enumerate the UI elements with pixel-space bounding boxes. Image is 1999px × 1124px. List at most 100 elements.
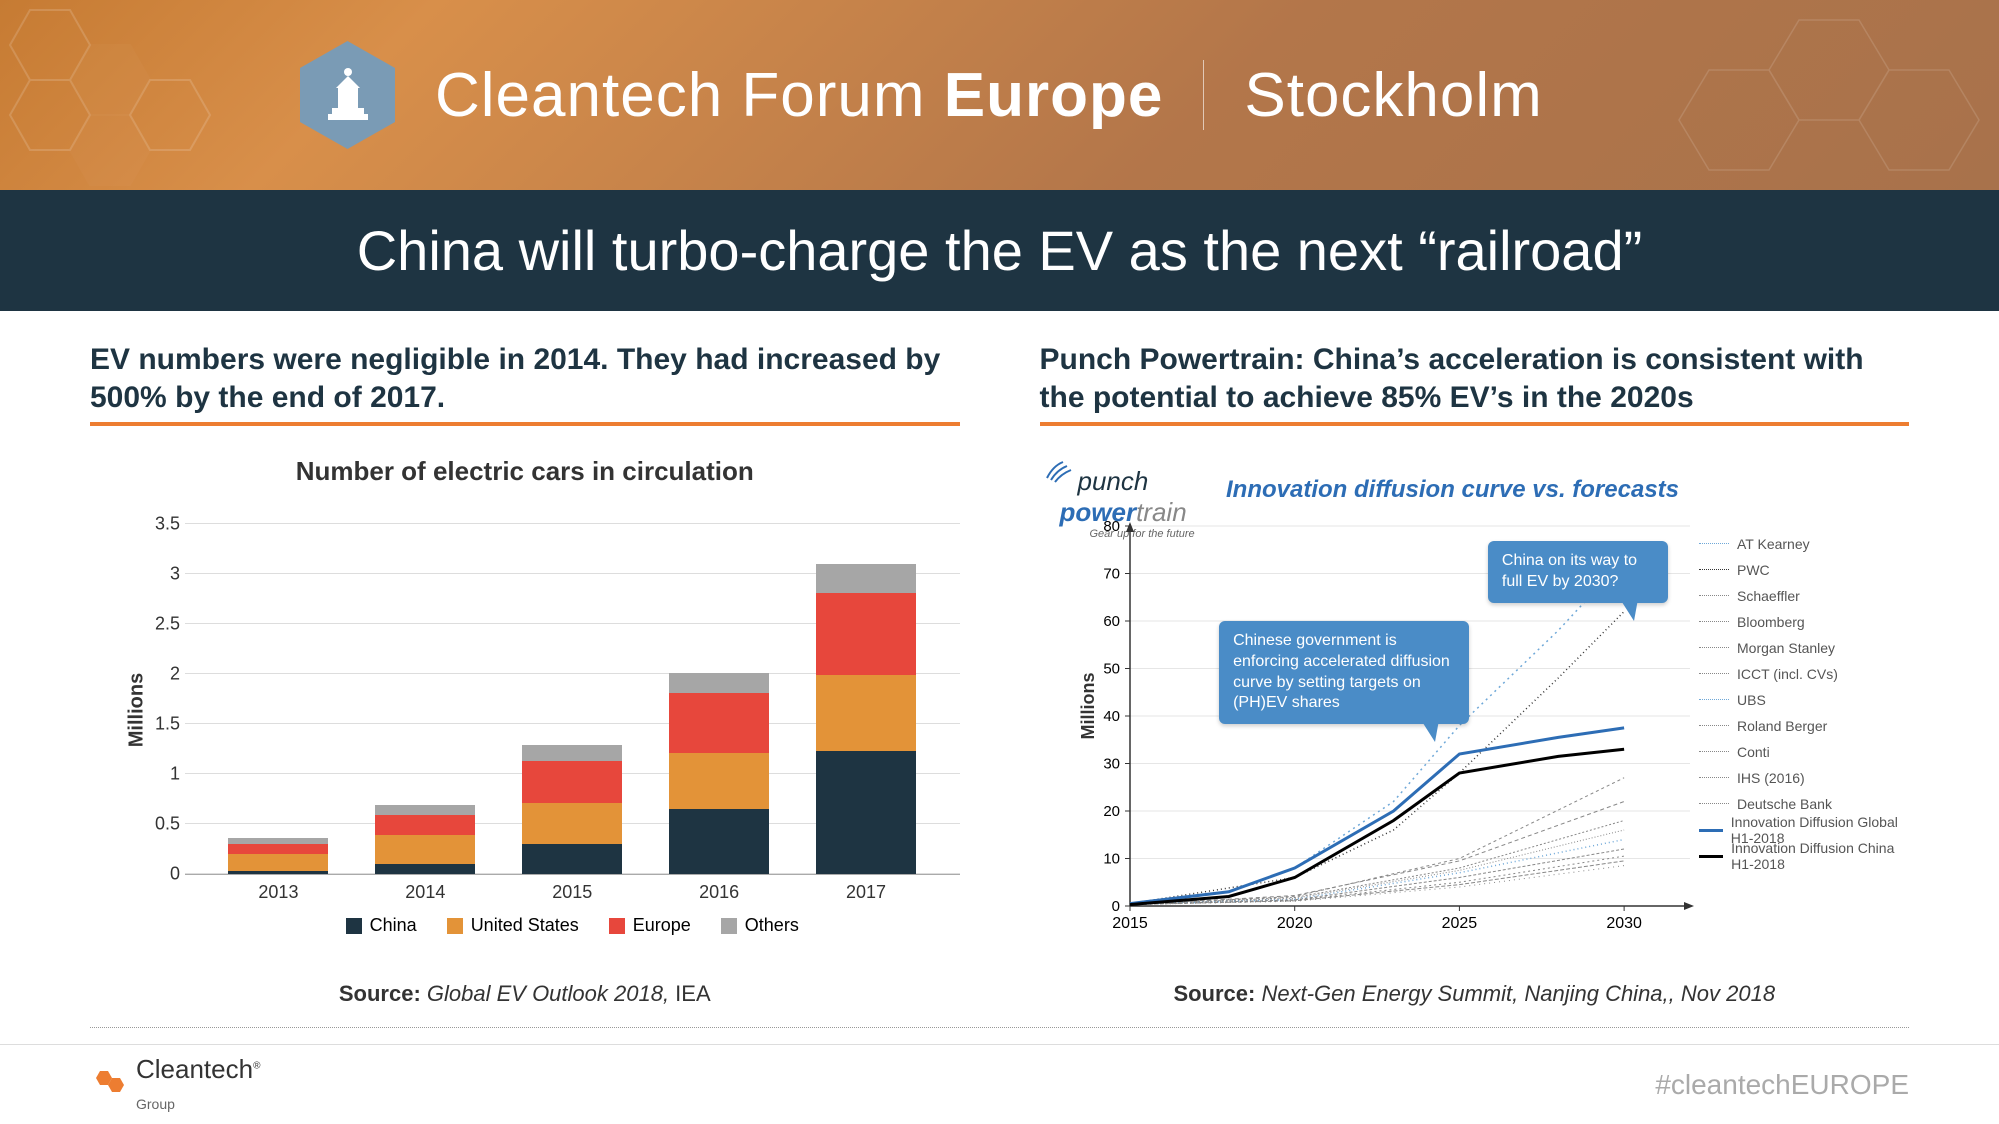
line-series [1130, 559, 1624, 903]
header-divider [1203, 60, 1204, 130]
bar-y-tick: 3.5 [135, 514, 180, 535]
header-hex-deco-right [1599, 0, 1999, 190]
bar-segment [375, 815, 475, 835]
bar-legend-item: Europe [609, 915, 691, 936]
svg-text:80: 80 [1103, 518, 1120, 535]
slide-title: China will turbo-charge the EV as the ne… [0, 190, 1999, 311]
line-legend-item: UBS [1699, 687, 1909, 713]
line-legend-item: ICCT (incl. CVs) [1699, 661, 1909, 687]
bar-y-tick: 1 [135, 764, 180, 785]
line-legend: AT KearneyPWCSchaefflerBloombergMorgan S… [1699, 531, 1909, 869]
bar-x-tick: 2014 [375, 874, 475, 903]
right-panel: Punch Powertrain: China’s acceleration i… [1040, 341, 1910, 1007]
line-legend-item: IHS (2016) [1699, 765, 1909, 791]
content-row: EV numbers were negligible in 2014. They… [0, 311, 1999, 1007]
bar-legend-item: Others [721, 915, 799, 936]
line-legend-item: Roland Berger [1699, 713, 1909, 739]
bar-x-tick: 2016 [669, 874, 769, 903]
svg-text:50: 50 [1103, 661, 1120, 678]
right-panel-heading: Punch Powertrain: China’s acceleration i… [1040, 341, 1910, 426]
bar-group: 2017 [816, 564, 916, 874]
bar-y-tick: 0 [135, 864, 180, 885]
header-hex-deco-left [0, 0, 280, 190]
left-source: Source: Global EV Outlook 2018, IEA [90, 981, 960, 1007]
bar-plot-area: 00.511.522.533.520132014201520162017 [185, 525, 960, 875]
line-legend-item: PWC [1699, 557, 1909, 583]
line-plot-area: 010203040506070802015202020252030Chinese… [1130, 526, 1690, 906]
bar-segment [375, 864, 475, 874]
bar-segment [375, 835, 475, 864]
svg-text:2020: 2020 [1276, 915, 1312, 932]
line-series [1130, 749, 1624, 904]
footer-logo: Cleantech®Group [90, 1054, 260, 1116]
footer: Cleantech®Group #cleantechEUROPE [0, 1044, 1999, 1124]
bar-legend-item: United States [447, 915, 579, 936]
bar-x-tick: 2015 [522, 874, 622, 903]
bar-x-tick: 2013 [228, 874, 328, 903]
bar-x-tick: 2017 [816, 874, 916, 903]
line-legend-item: AT Kearney [1699, 531, 1909, 557]
line-legend-item: Innovation Diffusion China H1-2018 [1699, 843, 1909, 869]
bar-segment [375, 805, 475, 815]
forum-city: Stockholm [1244, 60, 1542, 131]
bar-group: 2016 [669, 673, 769, 874]
bar-segment [816, 751, 916, 874]
line-legend-item: Schaeffler [1699, 583, 1909, 609]
bar-segment [816, 564, 916, 593]
svg-text:10: 10 [1103, 851, 1120, 868]
line-chart-container: punch powertrain Gear up for the future … [1040, 456, 1910, 956]
svg-text:0: 0 [1111, 898, 1119, 915]
header-banner: Cleantech Forum Europe Stockholm [0, 0, 1999, 190]
bar-chart-container: Number of electric cars in circulation M… [90, 456, 960, 956]
bar-segment [522, 844, 622, 874]
bar-legend-item: China [346, 915, 417, 936]
footer-divider [90, 1027, 1909, 1028]
svg-text:2030: 2030 [1606, 915, 1642, 932]
svg-text:70: 70 [1103, 566, 1120, 583]
cleantech-hex-icon [90, 1067, 130, 1103]
line-legend-item: Conti [1699, 739, 1909, 765]
bar-group: 2015 [522, 745, 622, 874]
line-legend-item: Bloomberg [1699, 609, 1909, 635]
svg-text:60: 60 [1103, 613, 1120, 630]
line-y-axis-label: Millions [1078, 673, 1099, 740]
svg-text:30: 30 [1103, 756, 1120, 773]
bar-group: 2013 [228, 838, 328, 874]
svg-text:2025: 2025 [1441, 915, 1477, 932]
line-chart-title: Innovation diffusion curve vs. forecasts [1226, 476, 1679, 504]
bar-segment [816, 675, 916, 751]
bar-segment [228, 844, 328, 854]
bar-segment [669, 693, 769, 753]
right-source: Source: Next-Gen Energy Summit, Nanjing … [1040, 981, 1910, 1007]
svg-text:40: 40 [1103, 708, 1120, 725]
chart-callout: China on its way to full EV by 2030? [1488, 541, 1668, 603]
bar-segment [669, 673, 769, 693]
bar-group: 2014 [375, 805, 475, 874]
bar-y-tick: 1.5 [135, 714, 180, 735]
chart-callout: Chinese government is enforcing accelera… [1219, 621, 1469, 724]
forum-name: Cleantech Forum Europe [435, 60, 1163, 131]
line-series [1130, 821, 1624, 905]
left-panel-heading: EV numbers were negligible in 2014. They… [90, 341, 960, 426]
line-legend-item: Morgan Stanley [1699, 635, 1909, 661]
bar-segment [522, 745, 622, 761]
bar-segment [816, 593, 916, 675]
bar-segment [522, 761, 622, 803]
bar-y-tick: 2.5 [135, 614, 180, 635]
forum-logo-icon [300, 41, 395, 149]
bar-y-tick: 0.5 [135, 814, 180, 835]
bar-y-tick: 3 [135, 564, 180, 585]
svg-text:20: 20 [1103, 803, 1120, 820]
bar-chart-title: Number of electric cars in circulation [90, 456, 960, 487]
bar-segment [228, 854, 328, 871]
svg-text:2015: 2015 [1112, 915, 1148, 932]
bar-segment [522, 803, 622, 844]
footer-hashtag: #cleantechEUROPE [1655, 1069, 1909, 1101]
bar-y-tick: 2 [135, 664, 180, 685]
line-series [1130, 728, 1624, 904]
bar-segment [669, 753, 769, 809]
left-panel: EV numbers were negligible in 2014. They… [90, 341, 960, 1007]
bar-legend: China United States Europe Others [185, 915, 960, 936]
line-series [1130, 849, 1624, 905]
bar-segment [669, 809, 769, 874]
